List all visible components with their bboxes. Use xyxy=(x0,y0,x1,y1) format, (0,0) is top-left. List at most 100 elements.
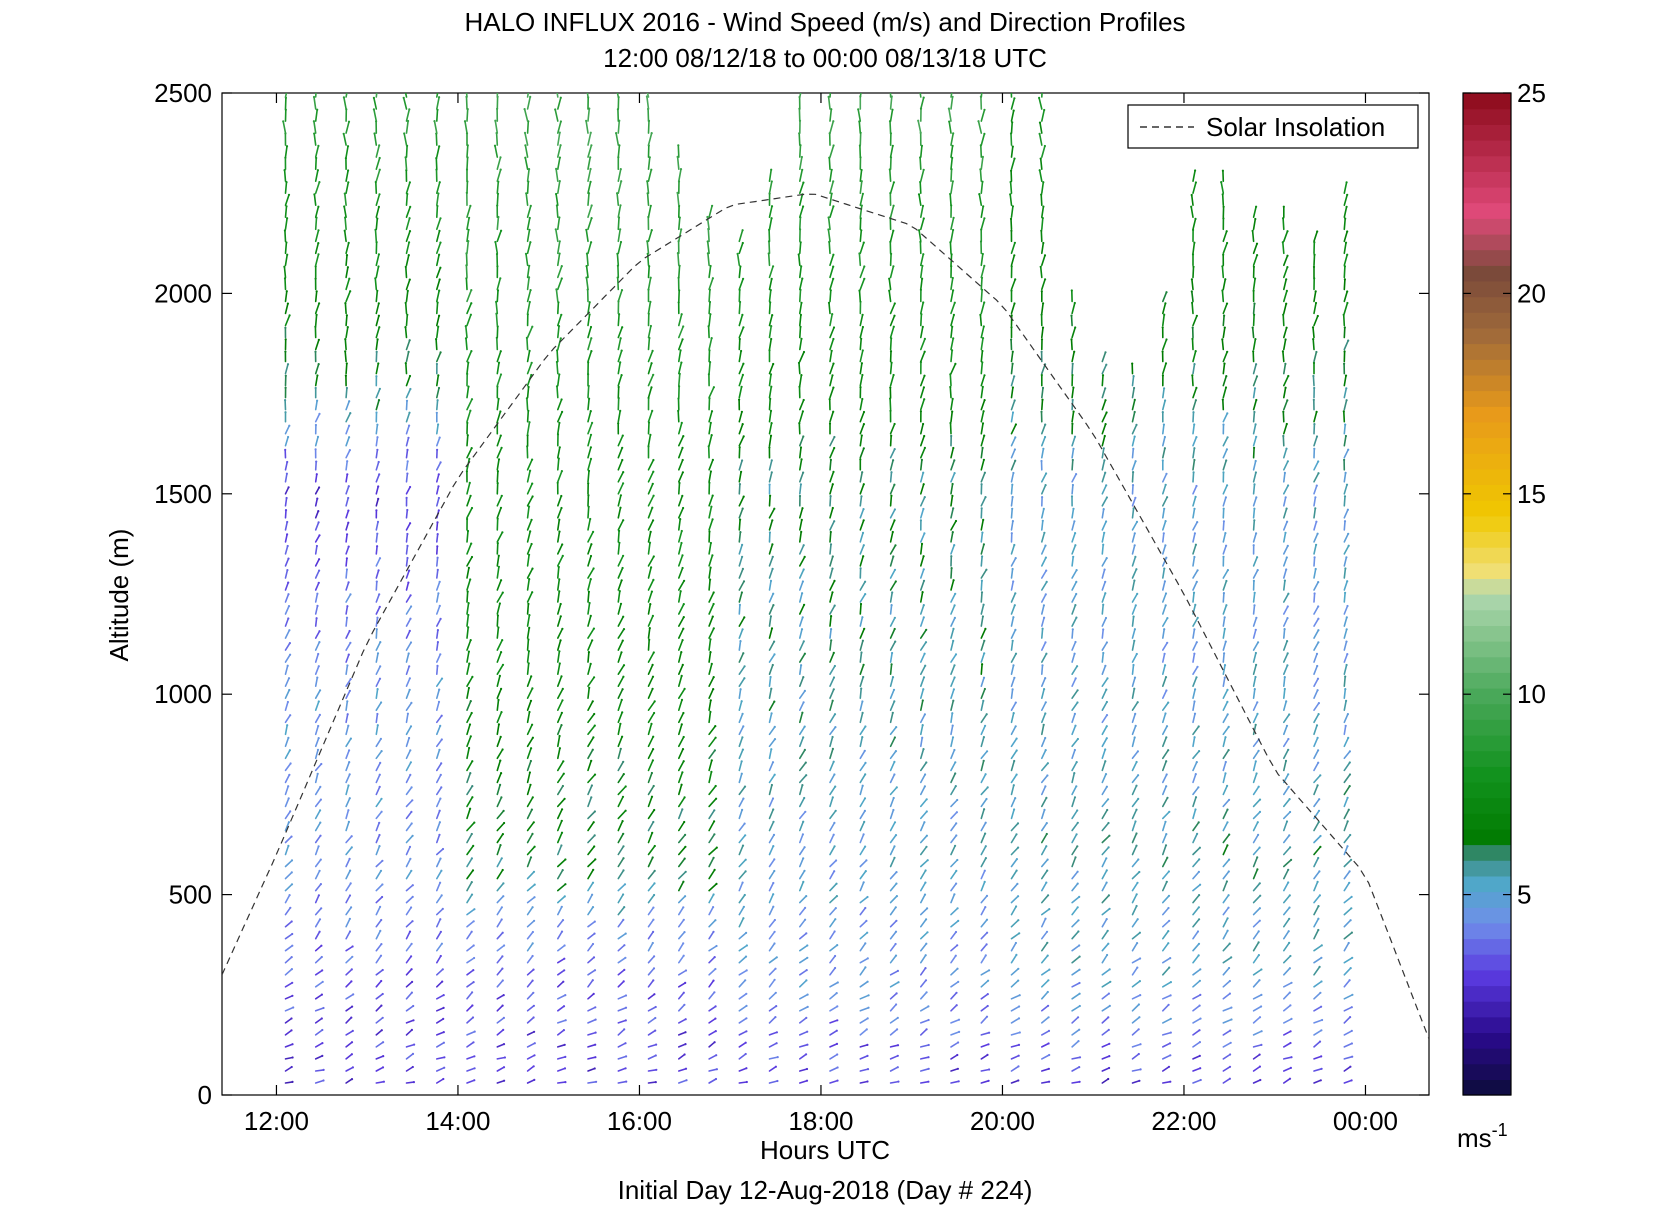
wind-barb-head xyxy=(532,980,534,982)
wind-barb-head xyxy=(554,108,556,110)
wind-barb-head xyxy=(800,446,802,448)
wind-barb-head xyxy=(681,723,683,725)
wind-barb-head xyxy=(1013,302,1015,304)
wind-barb-head xyxy=(650,169,652,171)
wind-barb xyxy=(739,302,740,313)
wind-barb xyxy=(739,605,740,614)
wind-barb-head xyxy=(533,1079,535,1081)
wind-barb-head xyxy=(743,906,745,908)
wind-barb-head xyxy=(1132,484,1134,486)
wind-barb-head xyxy=(985,569,987,571)
wind-barb-head xyxy=(928,1044,930,1046)
wind-barb xyxy=(1012,485,1013,494)
wind-barb-head xyxy=(955,870,957,872)
wind-barb-head xyxy=(1073,411,1075,413)
wind-barb-head xyxy=(803,568,805,570)
wind-barb-head xyxy=(318,302,320,304)
wind-barb-head xyxy=(893,484,895,486)
wind-barb-head xyxy=(894,628,896,630)
wind-barb-head xyxy=(682,881,684,883)
wind-barb-head xyxy=(924,496,926,498)
wind-barb-head xyxy=(1046,774,1048,776)
wind-barb-head xyxy=(891,604,893,606)
wind-barb-head xyxy=(1072,448,1074,450)
wind-barb-head xyxy=(404,326,406,328)
wind-barb-head xyxy=(411,943,413,945)
wind-barb xyxy=(497,133,498,145)
wind-barb-head xyxy=(835,907,837,909)
wind-barb-head xyxy=(468,747,470,749)
wind-barb-head xyxy=(468,458,470,460)
wind-barb-head xyxy=(1075,677,1077,679)
wind-barb-head xyxy=(832,748,834,750)
wind-barb-head xyxy=(892,712,894,714)
wind-barb xyxy=(950,387,951,398)
wind-barb-head xyxy=(375,375,377,377)
wind-barb-head xyxy=(440,870,442,872)
wind-barb-head xyxy=(473,920,475,922)
wind-barb-head xyxy=(378,569,380,571)
wind-barb-head xyxy=(834,930,836,932)
wind-barb-head xyxy=(413,1044,415,1046)
wind-barb-head xyxy=(863,881,865,883)
wind-barb-head xyxy=(561,398,563,400)
wind-barb-head xyxy=(320,799,322,801)
wind-barb-head xyxy=(595,1032,597,1034)
wind-barb-head xyxy=(347,169,349,171)
wind-barb-head xyxy=(503,1017,505,1019)
wind-barb-head xyxy=(524,157,526,159)
wind-barb-head xyxy=(1044,641,1046,643)
wind-barb-head xyxy=(771,217,773,219)
wind-barb-head xyxy=(1018,932,1020,934)
wind-barb-head xyxy=(468,663,470,665)
wind-barb-head xyxy=(831,313,833,315)
wind-barb-head xyxy=(802,676,804,678)
wind-barb-head xyxy=(1226,844,1228,846)
wind-barb-head xyxy=(291,1066,293,1068)
wind-barb-head xyxy=(1228,726,1230,728)
wind-barb-head xyxy=(288,194,290,196)
wind-barb-head xyxy=(684,982,686,984)
wind-barb xyxy=(891,254,892,265)
wind-barb-head xyxy=(346,700,348,702)
wind-barb-head xyxy=(403,132,405,134)
wind-barb-head xyxy=(346,557,348,559)
wind-barb-head xyxy=(625,933,627,935)
wind-barb-head xyxy=(985,798,987,800)
wind-barb-head xyxy=(375,411,377,413)
wind-barb-head xyxy=(648,639,650,641)
wind-barb-head xyxy=(682,748,684,750)
wind-barb-head xyxy=(347,725,349,727)
wind-barb-head xyxy=(954,604,956,606)
wind-barb-head xyxy=(378,253,380,255)
wind-barb-head xyxy=(982,615,984,617)
wind-barb-head xyxy=(986,1016,988,1018)
wind-barb-head xyxy=(923,821,925,823)
wind-barb-head xyxy=(772,363,774,365)
wind-barb-head xyxy=(836,1019,838,1021)
wind-barb-head xyxy=(1047,991,1049,993)
wind-barb-head xyxy=(408,254,410,256)
wind-barb-head xyxy=(620,241,622,243)
wind-barb-head xyxy=(774,1016,776,1018)
wind-barb-head xyxy=(802,205,804,207)
wind-barb-head xyxy=(1013,784,1015,786)
wind-barb-head xyxy=(1133,616,1135,618)
wind-barb xyxy=(528,640,529,651)
wind-barb-head xyxy=(833,144,835,146)
wind-barb-head xyxy=(804,726,806,728)
wind-barb-head xyxy=(983,265,985,267)
wind-barb-head xyxy=(680,590,682,592)
wind-barb-head xyxy=(619,723,621,725)
wind-barb-head xyxy=(290,1029,292,1031)
wind-barb-head xyxy=(561,470,563,472)
wind-barb-head xyxy=(373,132,375,134)
wind-barb-head xyxy=(952,145,954,147)
wind-barb-head xyxy=(1076,701,1078,703)
wind-barb-head xyxy=(443,1067,445,1069)
wind-barb-head xyxy=(411,786,413,788)
wind-barb-head xyxy=(437,557,439,559)
wind-barb xyxy=(618,218,619,230)
wind-barb xyxy=(285,278,286,289)
wind-barb xyxy=(830,544,831,554)
